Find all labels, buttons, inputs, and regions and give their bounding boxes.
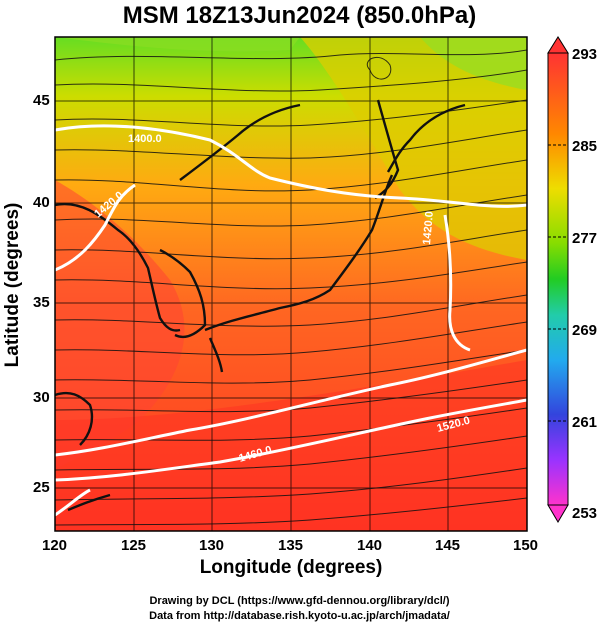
colorbar-label-261: 261 xyxy=(572,414,598,431)
x-tick-130: 130 xyxy=(199,537,225,554)
y-tick-45: 45 xyxy=(33,92,50,109)
x-tick-125: 125 xyxy=(121,537,147,554)
x-tick-120: 120 xyxy=(42,537,68,554)
contour-label-3: 1420.0 xyxy=(421,211,436,246)
x-tick-150: 150 xyxy=(513,537,539,554)
coastlines xyxy=(55,99,466,512)
colorbar-label-277: 277 xyxy=(572,230,598,247)
y-axis-label: Latitude (degrees) xyxy=(2,202,23,368)
x-tick-135: 135 xyxy=(278,537,304,554)
map-title: MSM 18Z13Jun2024 (850.0hPa) xyxy=(122,2,477,29)
colorbar-label-285: 285 xyxy=(572,138,598,155)
y-tick-25: 25 xyxy=(33,479,50,496)
colorbar-label-269: 269 xyxy=(572,322,598,339)
y-tick-35: 35 xyxy=(33,294,50,311)
colorbar xyxy=(547,36,569,523)
x-axis-label: Longitude (degrees) xyxy=(199,557,383,578)
colorbar-label-293: 293 xyxy=(572,46,598,63)
colorbar-label-253: 253 xyxy=(572,505,598,522)
x-tick-145: 145 xyxy=(435,537,461,554)
colorbar-bottom-arrow xyxy=(547,504,569,523)
height-contours xyxy=(55,124,527,517)
y-tick-40: 40 xyxy=(33,194,50,211)
contour-label-1: 1400.0 xyxy=(128,133,162,145)
x-tick-140: 140 xyxy=(357,537,383,554)
y-tick-30: 30 xyxy=(33,389,50,406)
plot-frame xyxy=(54,36,528,532)
wind-streamlines xyxy=(55,49,527,526)
credit-drawing: Drawing by DCL (https://www.gfd-dennou.o… xyxy=(149,595,450,607)
credit-data: Data from http://database.rish.kyoto-u.a… xyxy=(149,610,450,622)
lat-lon-grid xyxy=(55,37,527,531)
colorbar-top-arrow xyxy=(547,36,569,54)
